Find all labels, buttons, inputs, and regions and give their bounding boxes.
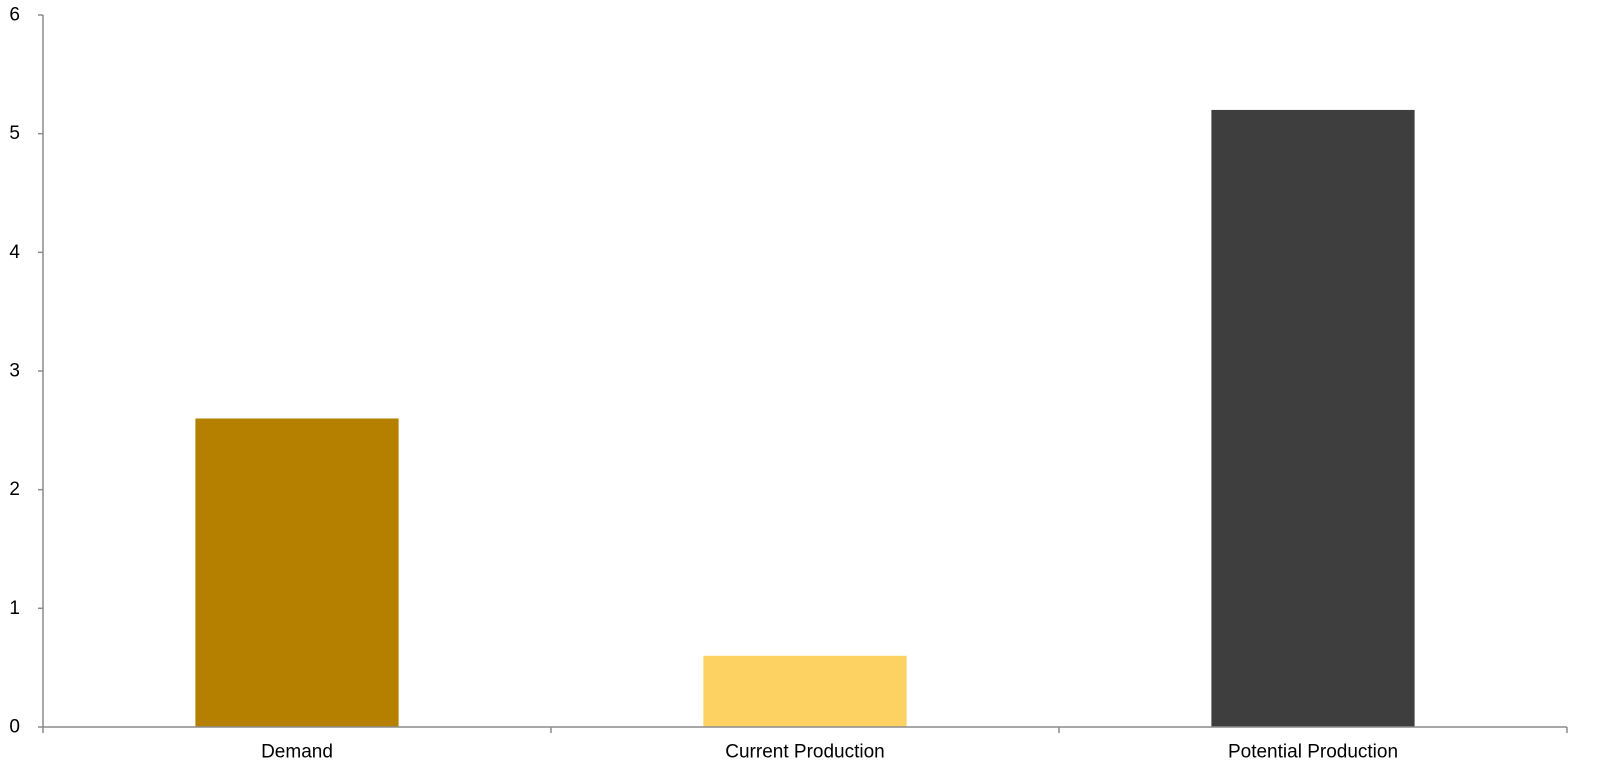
- x-tick-label: Current Production: [725, 742, 884, 763]
- bar-potential-production: [1211, 109, 1415, 727]
- x-tick-label: Demand: [261, 742, 333, 763]
- x-tick-label: Potential Production: [1228, 742, 1398, 763]
- y-tick-label: 1: [9, 598, 20, 619]
- bar-demand: [195, 418, 399, 727]
- bars-group: [195, 109, 1415, 727]
- bar-current-production: [703, 655, 907, 727]
- y-tick-label: 6: [9, 5, 20, 26]
- y-tick-label: 0: [9, 717, 20, 738]
- y-tick-label: 4: [9, 242, 20, 263]
- y-tick-label: 2: [9, 479, 20, 500]
- y-tick-label: 3: [9, 361, 20, 382]
- x-axis: Demand Current Production Potential Produc…: [42, 726, 1568, 763]
- y-axis: 0 1 2 3 4 5 6: [9, 5, 44, 738]
- y-tick-label: 5: [9, 123, 20, 144]
